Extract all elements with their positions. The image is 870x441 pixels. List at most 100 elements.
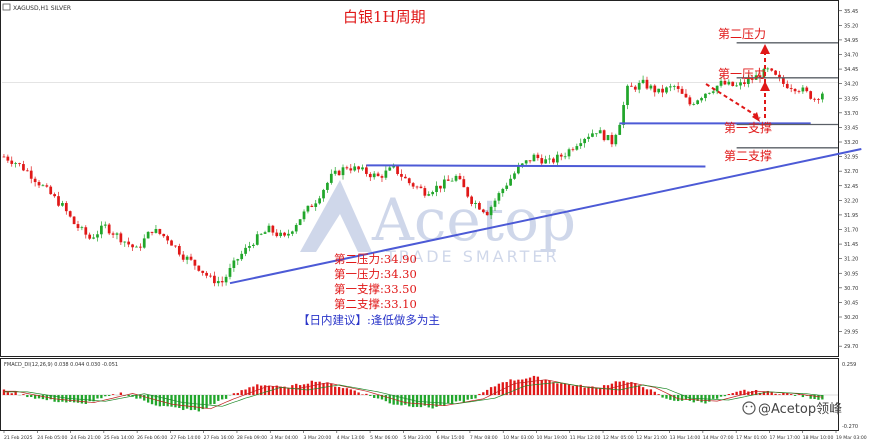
candle [602, 129, 606, 142]
macd-bar [127, 395, 130, 397]
macd-bar [657, 394, 660, 395]
level-lines [736, 42, 838, 149]
candle [419, 184, 423, 189]
x-tick-label: 26 Feb 06:00 [137, 435, 167, 441]
macd-bar [22, 394, 25, 395]
candle [240, 250, 244, 261]
macd-bar [384, 395, 388, 402]
candle [497, 191, 501, 205]
macd-bar [696, 395, 699, 401]
candle [189, 253, 193, 262]
macd-bar [540, 380, 543, 395]
x-tick-label: 3 Mar 20:00 [304, 435, 332, 441]
candle [805, 85, 809, 93]
candle [669, 83, 672, 92]
candle [162, 233, 166, 238]
macd-bar [602, 385, 606, 395]
macd-bar [661, 395, 664, 398]
macd-bar [532, 375, 536, 395]
candle [22, 160, 25, 172]
macd-bar [641, 387, 645, 395]
candle [739, 79, 742, 90]
macd-bar [431, 395, 434, 409]
arrow-up-icon [760, 44, 770, 54]
macd-bar [408, 395, 411, 407]
macd-bar [236, 392, 239, 395]
candle [446, 175, 450, 181]
candle [614, 133, 618, 147]
candle [107, 223, 111, 236]
y-tick-label: 30.70 [844, 286, 858, 292]
macd-bar [489, 387, 493, 395]
macd-bar [388, 395, 391, 404]
candle [138, 243, 142, 251]
candle [809, 90, 813, 100]
macd-bar [618, 381, 621, 395]
candle [135, 245, 138, 248]
macd-bar [790, 394, 793, 395]
macd-bar [583, 387, 586, 395]
macd-bar [766, 390, 769, 395]
macd-bar [774, 393, 777, 395]
x-tick-label: 12 Mar 21:00 [636, 435, 667, 441]
macd-bar [638, 385, 641, 395]
candle [676, 82, 680, 93]
candle [618, 122, 622, 136]
macd-bar [712, 395, 715, 399]
candle [142, 234, 146, 249]
candle [594, 133, 598, 137]
macd-bar [341, 388, 345, 395]
macd-bar [474, 395, 477, 399]
candle [817, 98, 820, 104]
macd-bar [396, 395, 399, 405]
macd-bar [435, 395, 438, 407]
macd-bar [111, 394, 115, 395]
candle [357, 165, 360, 173]
candle [158, 228, 162, 236]
candle [442, 175, 446, 192]
candle [259, 233, 263, 236]
candle [481, 208, 485, 214]
candle [232, 257, 236, 272]
macd-bar [458, 395, 462, 401]
macd-bar [793, 395, 797, 396]
annotation-s1: 第一支撑:33.50 [334, 282, 417, 296]
candle [197, 265, 201, 272]
candle [310, 203, 314, 208]
macd-bar [146, 395, 150, 403]
candle [789, 84, 793, 93]
macd-bar [466, 395, 469, 400]
candle [567, 147, 571, 160]
macd-bar [486, 389, 489, 395]
macd-bar [404, 395, 407, 405]
support2-label: 第二支撑 [724, 148, 772, 163]
macd-bar [575, 385, 579, 395]
candle [6, 154, 10, 163]
resistance2-label: 第二压力 [718, 27, 766, 41]
macd-bar [326, 382, 329, 395]
trend-lines [229, 122, 862, 285]
y-tick-label: 31.70 [844, 228, 858, 234]
symbol-menu-icon[interactable] [2, 3, 11, 11]
macd-bar [758, 392, 762, 395]
candle [53, 192, 56, 198]
candle [415, 185, 419, 190]
candle [326, 181, 329, 193]
candle [524, 160, 528, 166]
candle [466, 186, 470, 199]
y-tick-label: 34.20 [844, 82, 858, 88]
candle [700, 96, 703, 103]
macd-bar [708, 395, 711, 402]
macd-bar [715, 395, 719, 399]
y-tick-label: 29.70 [844, 344, 858, 350]
candle [37, 180, 41, 188]
macd-bar [419, 395, 423, 408]
x-tick-label: 24 Feb 05:00 [37, 435, 67, 441]
candle [267, 223, 271, 233]
macd-bar [653, 391, 656, 395]
candle [353, 163, 357, 172]
macd-bar [563, 383, 567, 395]
macd-bar [813, 395, 816, 399]
candle [275, 229, 279, 238]
